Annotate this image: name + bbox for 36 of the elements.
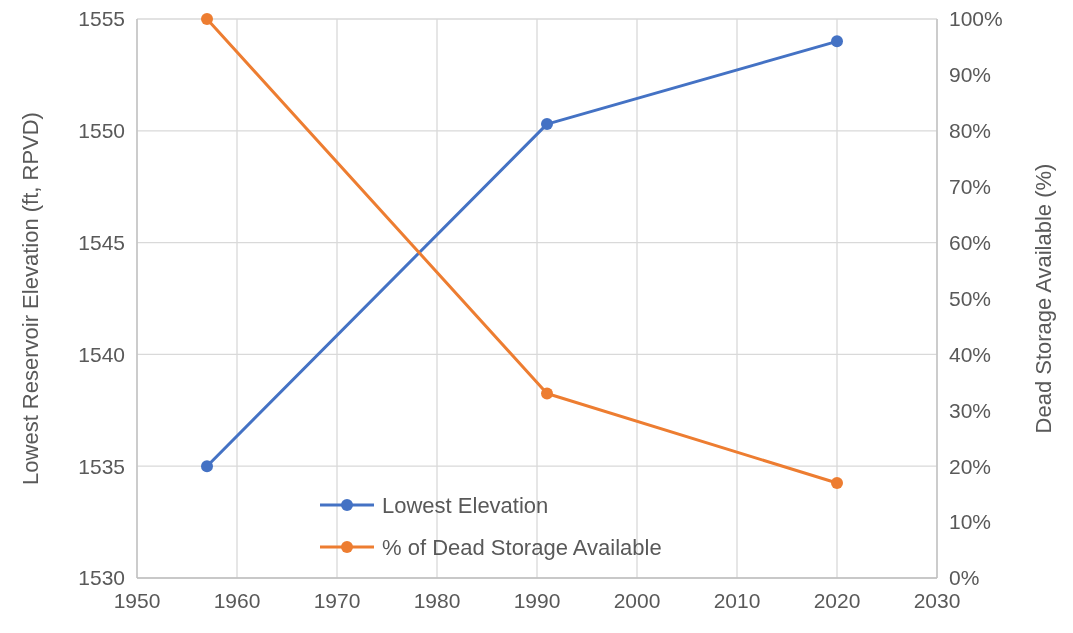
point xyxy=(831,35,843,48)
y-axis-title: Lowest Reservoir Elevation (ft, RPVD) xyxy=(18,112,43,485)
x-tick-label: 1970 xyxy=(313,589,361,612)
x-tick-label: 2030 xyxy=(913,589,961,612)
y2-tick-label: 30% xyxy=(949,398,992,422)
y-tick-label: 1550 xyxy=(78,119,125,143)
y2-axis-title: Dead Storage Available (%) xyxy=(1031,163,1056,434)
y2-tick-label: 70% xyxy=(949,175,992,199)
legend-label: % of Dead Storage Available xyxy=(382,534,662,560)
y2-tick-label: 100% xyxy=(949,7,1003,31)
y-tick-label: 1530 xyxy=(78,566,125,590)
y2-tick-label: 10% xyxy=(949,510,992,534)
y-tick-label: 1535 xyxy=(78,454,125,478)
x-tick-label: 1980 xyxy=(413,589,461,612)
x-tick-label: 1990 xyxy=(513,589,561,612)
y2-tick-label: 90% xyxy=(949,63,992,87)
y2-tick-label: 20% xyxy=(949,454,992,478)
legend-label: Lowest Elevation xyxy=(382,492,549,518)
y-tick-label: 1545 xyxy=(78,230,125,254)
x-tick-label: 1960 xyxy=(213,589,261,612)
x-tick-label: 2000 xyxy=(613,589,661,612)
point xyxy=(201,460,213,473)
y2-tick-label: 80% xyxy=(949,119,992,143)
y2-tick-label: 0% xyxy=(949,566,980,590)
x-tick-label: 2010 xyxy=(713,589,761,612)
y2-tick-label: 40% xyxy=(949,342,992,366)
y-tick-label: 1555 xyxy=(78,7,125,31)
point xyxy=(541,118,553,131)
point xyxy=(541,387,553,400)
point xyxy=(201,13,213,25)
y2-tick-label: 60% xyxy=(949,230,992,254)
point xyxy=(831,476,843,489)
y-tick-label: 1540 xyxy=(78,342,125,366)
x-tick-label: 2020 xyxy=(813,589,861,612)
x-tick-label: 1950 xyxy=(113,589,161,612)
y2-tick-label: 50% xyxy=(949,286,992,310)
